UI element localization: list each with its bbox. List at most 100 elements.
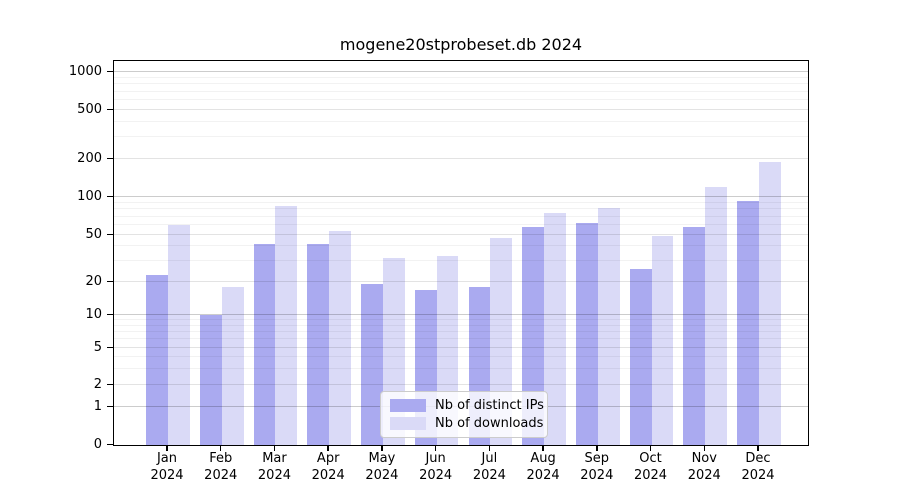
x-tick-mark-apr [327,446,329,451]
bar-nb-of-distinct-ips-sep [576,223,598,445]
x-tick-mark-jan [166,446,168,451]
bar-nb-of-distinct-ips-nov [683,226,706,445]
x-tick-year: 2024 [741,467,775,483]
bar-nb-of-downloads-apr [329,230,351,445]
bar-nb-of-downloads-aug [544,212,566,445]
x-tick-label-aug: Aug 2024 [511,451,575,484]
y-tick-mark-1 [107,405,113,408]
bar-nb-of-distinct-ips-apr [307,243,330,445]
y-tick-mark-10 [107,313,113,316]
gridline-100 [114,196,808,197]
x-tick-year: 2024 [257,467,291,483]
gridline-200 [114,158,808,159]
gridline-10 [114,314,808,315]
x-tick-mark-aug [542,446,544,451]
y-tick-label-1: 1 [93,398,102,414]
x-tick-label-mar: Mar 2024 [242,451,306,484]
x-tick-year: 2024 [311,467,345,483]
bar-nb-of-downloads-jan [168,225,190,445]
legend: Nb of distinct IPs Nb of downloads [380,391,548,438]
bar-nb-of-distinct-ips-mar [253,243,276,445]
x-tick-mark-feb [220,446,222,451]
x-tick-year: 2024 [150,467,184,483]
gridline-90 [114,201,808,203]
x-tick-mark-oct [649,446,652,451]
x-tick-month: Sep [584,451,610,466]
legend-label-distinct-ips: Nb of distinct IPs [435,398,544,413]
bar-nb-of-distinct-ips-oct [629,268,652,445]
gridline-60 [114,224,808,226]
gridline-20 [114,281,808,282]
x-tick-label-may: May 2024 [350,451,414,484]
x-tick-month: Oct [639,451,662,466]
x-tick-year: 2024 [472,467,506,483]
x-tick-label-jan: Jan 2024 [135,451,199,484]
x-tick-mark-mar [273,446,276,451]
y-tick-label-20: 20 [85,273,102,289]
bar-nb-of-downloads-mar [275,205,298,445]
gridline-500 [114,109,808,110]
legend-swatch-distinct-ips-icon [390,399,426,412]
x-tick-label-jul: Jul 2024 [457,451,521,484]
y-tick-label-0: 0 [93,436,102,452]
gridline-5 [114,347,808,348]
y-tick-label-5: 5 [93,339,102,355]
chart-title: mogene20stprobeset.db 2024 [339,35,583,54]
x-tick-month: Jul [481,451,498,466]
legend-item-distinct-ips: Nb of distinct IPs [390,397,544,414]
y-tick-label-50: 50 [85,226,102,242]
y-tick-mark-100 [107,195,113,198]
x-tick-mark-may [381,446,383,451]
y-tick-label-100: 100 [77,188,102,204]
x-tick-year: 2024 [633,467,668,483]
y-tick-label-10: 10 [85,306,102,322]
gridline-900 [114,76,808,78]
x-tick-label-sep: Sep 2024 [565,451,629,484]
gridline-3 [114,367,808,369]
x-tick-month: Aug [530,451,556,466]
gridline-2 [114,384,808,385]
x-tick-label-jun: Jun 2024 [404,451,468,484]
gridline-8 [114,324,808,326]
legend-item-downloads: Nb of downloads [390,415,543,432]
x-tick-mark-jul [488,446,491,451]
x-tick-mark-sep [596,446,598,451]
y-tick-mark-0 [107,443,113,446]
x-tick-label-oct: Oct 2024 [619,451,683,484]
y-tick-mark-500 [107,108,113,111]
gridline-1000 [114,71,808,72]
x-tick-month: Dec [745,451,771,466]
x-tick-label-apr: Apr 2024 [296,451,360,484]
x-tick-month: Feb [209,451,233,466]
gridline-600 [114,99,808,101]
x-tick-month: Mar [262,451,287,466]
x-tick-year: 2024 [687,467,721,483]
x-tick-label-nov: Nov 2024 [672,451,736,484]
x-tick-mark-dec [757,446,759,451]
legend-label-downloads: Nb of downloads [435,416,544,431]
bar-nb-of-downloads-feb [221,287,244,445]
gridline-300 [114,136,808,138]
bar-nb-of-downloads-sep [597,207,620,445]
y-tick-mark-200 [107,157,113,160]
x-tick-label-feb: Feb 2024 [189,451,253,484]
gridline-4 [114,356,808,358]
x-tick-label-dec: Dec 2024 [726,451,790,484]
gridline-6 [114,338,808,340]
x-tick-year: 2024 [204,467,238,483]
bar-nb-of-downloads-dec [758,161,781,445]
y-tick-mark-50 [107,233,113,236]
gridline-400 [114,120,808,122]
y-tick-label-2: 2 [93,376,102,392]
y-tick-label-1000: 1000 [68,63,102,79]
bar-nb-of-distinct-ips-aug [522,226,545,445]
gridline-50 [114,234,808,235]
x-tick-year: 2024 [419,467,453,483]
bar-nb-of-distinct-ips-dec [737,200,759,445]
gridline-700 [114,90,808,92]
x-tick-year: 2024 [526,467,560,483]
gridline-70 [114,215,808,217]
y-tick-mark-1000 [107,70,113,73]
y-tick-mark-2 [107,383,113,386]
